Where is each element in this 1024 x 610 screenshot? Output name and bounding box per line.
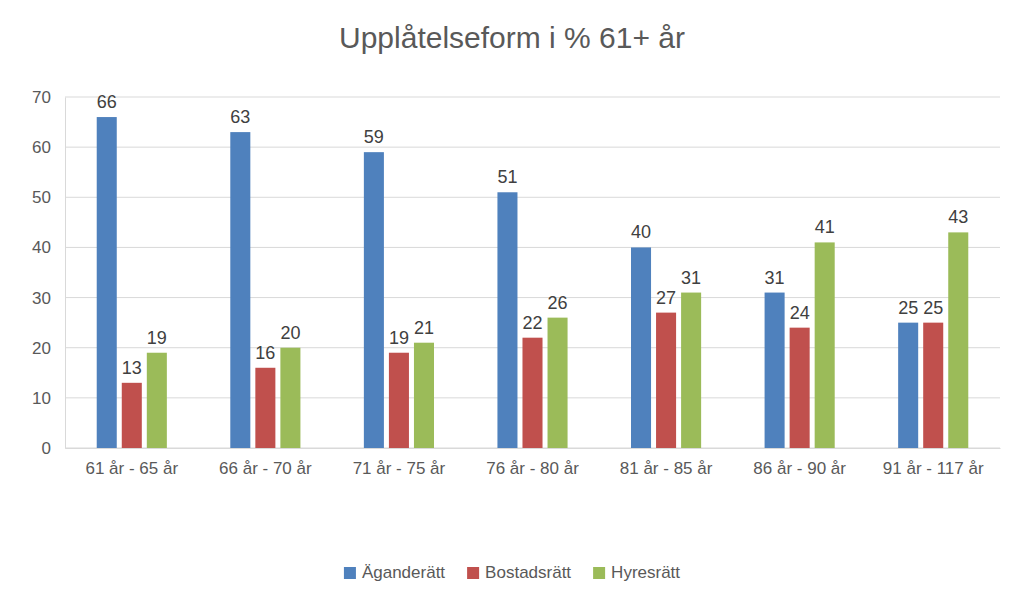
bar [790, 328, 810, 448]
data-label: 13 [122, 358, 142, 378]
legend-label: Bostadsrätt [485, 563, 571, 582]
bar [280, 348, 300, 448]
data-label: 43 [948, 207, 968, 227]
x-tick-label: 81 år - 85 år [620, 459, 713, 478]
data-label: 25 [923, 298, 943, 318]
bar [522, 338, 542, 448]
data-label: 16 [255, 343, 275, 363]
bar [898, 323, 918, 448]
data-labels: 66 63 59 51 40 31 25 13 16 19 22 27 24 25 19 20 21 26 31 41… [97, 92, 969, 378]
y-tick: 70 [32, 88, 65, 107]
chart: Upplåtelseform i % 61+ år 0 10 20 30 40 50 60 70… [0, 0, 1024, 610]
data-label: 59 [364, 127, 384, 147]
data-label: 24 [790, 303, 810, 323]
data-label: 41 [815, 217, 835, 237]
y-tick: 40 [32, 238, 65, 257]
bar [548, 318, 568, 448]
legend-label: Äganderätt [362, 563, 445, 582]
x-tick: 76 år - 80 år [486, 459, 579, 478]
legend-item: Hyresrätt [593, 563, 680, 582]
data-label: 51 [497, 167, 517, 187]
legend-label: Hyresrätt [611, 563, 680, 582]
bar [230, 132, 250, 448]
y-axis-line [65, 98, 66, 449]
y-tick-label: 60 [32, 138, 51, 157]
bar [815, 242, 835, 448]
y-tick: 20 [32, 339, 65, 358]
grid-line [65, 247, 1000, 248]
grid-line [65, 297, 1000, 298]
bar [631, 247, 651, 448]
x-tick-label: 86 år - 90 år [753, 459, 846, 478]
x-tick-label: 66 år - 70 år [219, 459, 312, 478]
data-label: 63 [230, 107, 250, 127]
data-label: 66 [97, 92, 117, 112]
legend-item: Äganderätt [344, 563, 445, 582]
y-tick: 10 [32, 389, 65, 408]
y-tick-label: 20 [32, 339, 51, 358]
y-tick-label: 40 [32, 238, 51, 257]
data-label: 27 [656, 288, 676, 308]
x-tick: 66 år - 70 år [219, 459, 312, 478]
x-tick: 81 år - 85 år [620, 459, 713, 478]
x-axis: 61 år - 65 år 66 år - 70 år 71 år - 75 år 7… [66, 449, 1001, 479]
y-tick-label: 30 [32, 289, 51, 308]
bar [364, 152, 384, 448]
data-label: 21 [414, 318, 434, 338]
x-tick: 61 år - 65 år [85, 459, 178, 478]
legend-swatch [344, 567, 356, 579]
bars [97, 117, 969, 448]
bar [147, 353, 167, 448]
bar [656, 313, 676, 448]
data-label: 20 [280, 323, 300, 343]
y-tick: 0 [42, 439, 65, 458]
data-label: 31 [765, 268, 785, 288]
y-tick: 30 [32, 289, 65, 308]
x-tick-label: 76 år - 80 år [486, 459, 579, 478]
legend-item: Bostadsrätt [467, 563, 571, 582]
x-tick: 86 år - 90 år [753, 459, 846, 478]
x-axis-line [66, 448, 1001, 449]
data-label: 19 [389, 328, 409, 348]
title: Upplåtelseform i % 61+ år [339, 21, 685, 54]
y-tick-label: 50 [32, 188, 51, 207]
grid-line [65, 197, 1000, 198]
bar [97, 117, 117, 448]
bar [389, 353, 409, 448]
y-axis: 0 10 20 30 40 50 60 70 [32, 88, 65, 458]
x-tick: 71 år - 75 år [353, 459, 446, 478]
data-label: 19 [147, 328, 167, 348]
data-label: 40 [631, 222, 651, 242]
grid-line [65, 97, 1000, 98]
x-tick-label: 71 år - 75 år [353, 459, 446, 478]
x-tick-label: 91 år - 117 år [883, 459, 984, 478]
legend-swatch [593, 567, 605, 579]
y-tick: 50 [32, 188, 65, 207]
bar [497, 192, 517, 448]
y-tick-label: 0 [42, 439, 51, 458]
legend: Äganderätt Bostadsrätt Hyresrätt [344, 563, 680, 582]
data-label: 26 [548, 293, 568, 313]
data-label: 22 [522, 313, 542, 333]
grid [65, 97, 1000, 448]
bar [255, 368, 275, 448]
legend-swatch [467, 567, 479, 579]
bar [414, 343, 434, 448]
bar [122, 383, 142, 448]
data-label: 31 [681, 268, 701, 288]
bar [681, 293, 701, 448]
y-tick-label: 10 [32, 389, 51, 408]
y-tick: 60 [32, 138, 65, 157]
grid-line [65, 147, 1000, 148]
x-tick: 91 år - 117 år [883, 459, 984, 478]
x-tick-label: 61 år - 65 år [85, 459, 178, 478]
bar [765, 293, 785, 448]
data-label: 25 [898, 298, 918, 318]
y-tick-label: 70 [32, 88, 51, 107]
bar [923, 323, 943, 448]
bar [948, 232, 968, 448]
